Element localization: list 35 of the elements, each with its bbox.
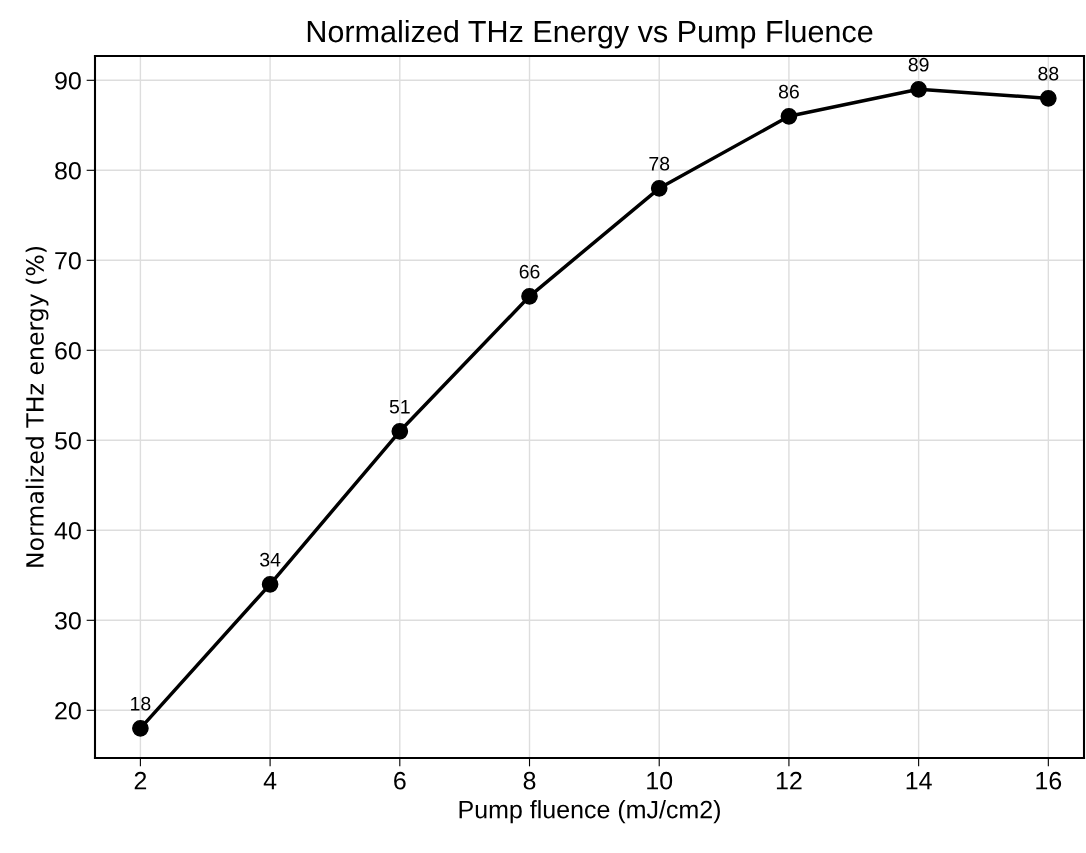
point	[780, 107, 798, 125]
point	[521, 287, 538, 305]
x-tick-label: 14	[906, 772, 932, 790]
y-tick-label: 50	[55, 431, 81, 450]
y-tick-label: 70	[55, 251, 81, 270]
data-label: 18	[131, 696, 151, 711]
y-tick-label: 90	[55, 71, 81, 90]
y-tick-label: 20	[55, 701, 81, 720]
chart-title: Normalized THz Energy vs Pump Fluence	[307, 19, 873, 49]
y-tick-label: 30	[54, 611, 81, 630]
point	[650, 179, 668, 197]
point	[910, 80, 927, 98]
x-tick-label: 10	[647, 771, 673, 790]
data-label: 51	[389, 400, 410, 414]
data-label: 88	[1038, 66, 1059, 81]
y-tick-label: 40	[54, 521, 81, 540]
point	[261, 575, 279, 593]
data-label: 86	[778, 84, 799, 99]
x-tick-label: 8	[523, 771, 536, 790]
point	[1039, 89, 1057, 107]
point	[132, 719, 149, 737]
data-label: 78	[649, 156, 670, 171]
point	[391, 422, 409, 440]
x-tick-label: 12	[776, 771, 802, 790]
y-tick-label: 60	[55, 341, 81, 360]
x-axis-title: Pump fluence (mJ/cm2)	[459, 800, 720, 824]
y-axis-title: Normalized THz energy (%)	[25, 246, 49, 567]
x-tick-label: 16	[1036, 771, 1062, 790]
y-tick-label: 80	[55, 161, 81, 180]
x-tick-label: 2	[134, 771, 147, 790]
data-label: 66	[519, 264, 540, 279]
data-label: 34	[260, 552, 281, 567]
x-tick-label: 4	[263, 772, 277, 790]
x-tick-label: 6	[394, 771, 406, 790]
data-label: 89	[908, 57, 929, 72]
